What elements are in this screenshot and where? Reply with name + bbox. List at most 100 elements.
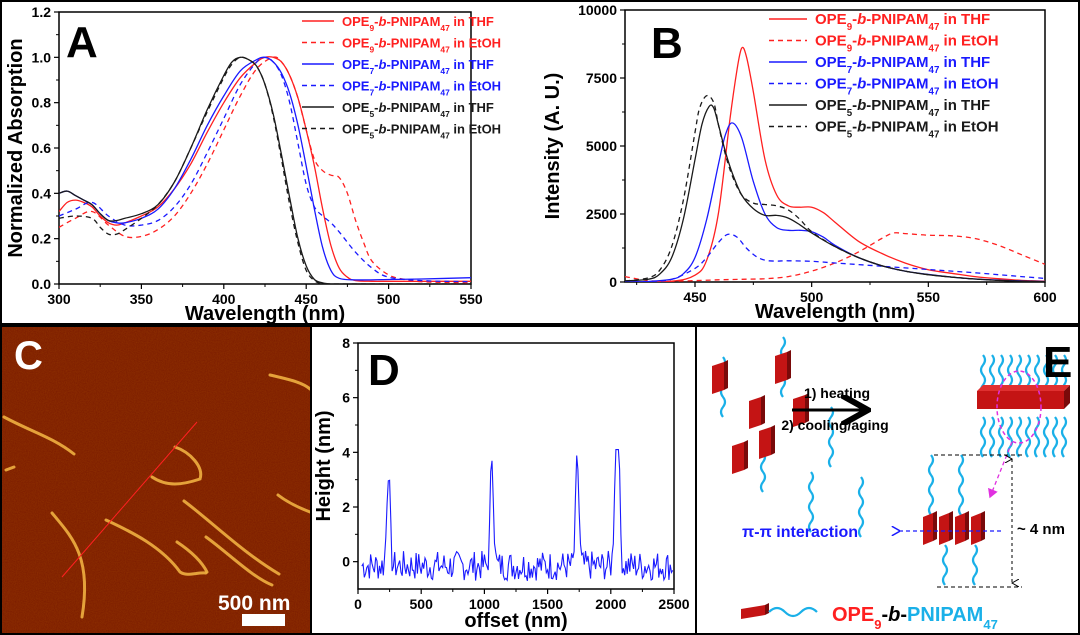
x-axis-label: offset (nm) xyxy=(464,610,567,632)
panel-a-frame: 300 350 400 450 500 550 0.0 0.2 0.4 0.6 0.8 1.0 1.2 W… xyxy=(0,0,545,325)
block-side xyxy=(949,511,953,541)
block-side xyxy=(805,393,809,423)
nanofiber-7 xyxy=(175,540,209,574)
legend-entry-2: OPE9-b-PNIPAM47 in EtOH xyxy=(342,36,501,55)
pi-interaction-label: π-π interaction xyxy=(742,524,858,541)
panel-e-scheme: 1) heating 2) cooling/aging ~ 4 nm π-π inte… xyxy=(712,336,1072,632)
block-face xyxy=(955,513,965,545)
y-axis-label: Intensity (A. U.) xyxy=(543,73,564,220)
panel-letter-a: A xyxy=(66,18,98,67)
legend-entry-6: OPE5-b-PNIPAM47 in EtOH xyxy=(815,119,999,141)
plot-area-frame xyxy=(58,11,472,285)
y-tick-label: 0 xyxy=(609,274,617,290)
nanofiber-4 xyxy=(150,445,203,486)
y-tick-label: 0 xyxy=(342,554,350,570)
ope-block-1 xyxy=(712,360,728,394)
panel-d-frame: 0 500 1000 1500 2000 2500 0 2 4 6 8 offset (nm) Heig… xyxy=(312,325,697,635)
series-line-6 xyxy=(59,56,471,284)
y-tick-label: 10000 xyxy=(578,2,617,18)
block-side xyxy=(771,425,775,455)
legend-entry-6: OPE5-b-PNIPAM47 in EtOH xyxy=(342,122,501,141)
series-line-1 xyxy=(625,46,1045,282)
legend-entry-5: OPE5-b-PNIPAM47 in THF xyxy=(815,97,990,119)
x-tick-label: 500 xyxy=(800,289,824,305)
x-tick-label: 2500 xyxy=(658,596,689,612)
y-tick-label: 0.8 xyxy=(32,95,52,111)
block-face xyxy=(732,442,744,474)
dimension-label: ~ 4 nm xyxy=(1017,521,1065,538)
series-line-6 xyxy=(625,94,1045,282)
step-heating-label: 1) heating xyxy=(804,385,870,401)
series-line-2 xyxy=(625,232,1045,282)
zoom-arrow xyxy=(988,441,1013,499)
profile-line xyxy=(61,421,198,578)
block-face xyxy=(939,513,949,545)
pnipam-chain-stack-top xyxy=(957,454,965,516)
block-face xyxy=(923,513,933,545)
pnipam-chain-bottom xyxy=(1024,416,1032,458)
fiber-face xyxy=(977,391,1064,409)
y-tick-label: 0.4 xyxy=(32,185,52,201)
legend-entry-4: OPE7-b-PNIPAM47 in EtOH xyxy=(342,79,501,98)
pnipam-chain-bottom xyxy=(1051,416,1059,458)
x-tick-label: 1500 xyxy=(532,596,563,612)
x-tick-label: 450 xyxy=(295,291,319,307)
x-tick-label: 300 xyxy=(47,291,71,307)
ope-block-5 xyxy=(759,425,775,459)
block-side xyxy=(724,360,728,390)
panel-d-chart: 0 500 1000 1500 2000 2500 0 2 4 6 8 offset (nm) Heig… xyxy=(313,335,690,632)
x-tick-label: 550 xyxy=(459,291,483,307)
series-line-3 xyxy=(625,122,1045,282)
block-side xyxy=(761,395,765,425)
y-tick-label: 2500 xyxy=(586,206,617,222)
x-tick-label: 500 xyxy=(410,596,434,612)
y-tick-label: 7500 xyxy=(586,70,617,86)
scale-bar xyxy=(242,614,285,626)
x-axis-label: Wavelength (nm) xyxy=(755,301,915,323)
y-tick-label: 6 xyxy=(342,390,350,406)
x-tick-label: 1000 xyxy=(469,596,500,612)
nanofiber-2 xyxy=(50,511,87,619)
nanofiber-9 xyxy=(276,493,310,514)
x-tick-label: 600 xyxy=(1033,289,1057,305)
plot-area-frame xyxy=(624,9,1046,283)
pnipam-chain xyxy=(857,476,865,538)
legend-entry-3: OPE7-b-PNIPAM47 in THF xyxy=(342,57,494,76)
y-tick-label: 5000 xyxy=(586,138,617,154)
block-side xyxy=(765,603,769,615)
zoom-ellipse xyxy=(996,370,1042,444)
block-side xyxy=(744,440,748,470)
pnipam-chain-bottom xyxy=(997,416,1005,458)
block-face xyxy=(759,427,771,459)
y-tick-label: 1.2 xyxy=(32,4,52,20)
pnipam-chain-bottom xyxy=(1042,416,1050,458)
panel-b-frame: 450 500 550 600 0 2500 5000 7500 10000 Wavelength… xyxy=(543,0,1080,325)
legend-entry-1: OPE9-b-PNIPAM47 in THF xyxy=(342,14,494,33)
pnipam-chain-bottom xyxy=(988,416,996,458)
legend-entry-5: OPE5-b-PNIPAM47 in THF xyxy=(342,100,494,119)
nanofiber-1 xyxy=(2,415,76,456)
x-axis-label: Wavelength (nm) xyxy=(185,303,345,323)
pnipam-chain-stack-bottom xyxy=(941,544,949,586)
ope-block-2 xyxy=(775,350,791,384)
ope-fiber-core xyxy=(977,385,1070,409)
fiber-side xyxy=(1064,385,1070,409)
nanofiber-8 xyxy=(268,373,310,391)
stack-block-2 xyxy=(939,511,953,545)
legend-block xyxy=(741,603,769,619)
legend-entry-1: OPE9-b-PNIPAM47 in THF xyxy=(815,11,990,33)
stack-block-3 xyxy=(955,511,969,545)
x-tick-label: 550 xyxy=(917,289,941,305)
block-side xyxy=(787,350,791,380)
y-tick-label: 0.6 xyxy=(32,140,52,156)
series-line-4 xyxy=(625,233,1045,282)
panel-letter-c: C xyxy=(14,334,43,378)
y-tick-label: 1.0 xyxy=(32,49,52,65)
block-side xyxy=(965,511,969,541)
x-tick-label: 350 xyxy=(130,291,154,307)
panel-letter-e: E xyxy=(1043,338,1072,387)
y-axis-label: Normalized Absorption xyxy=(5,38,27,257)
pnipam-chain-bottom xyxy=(979,416,987,458)
y-axis-label: Height (nm) xyxy=(313,410,335,521)
pnipam-chain xyxy=(807,471,815,533)
